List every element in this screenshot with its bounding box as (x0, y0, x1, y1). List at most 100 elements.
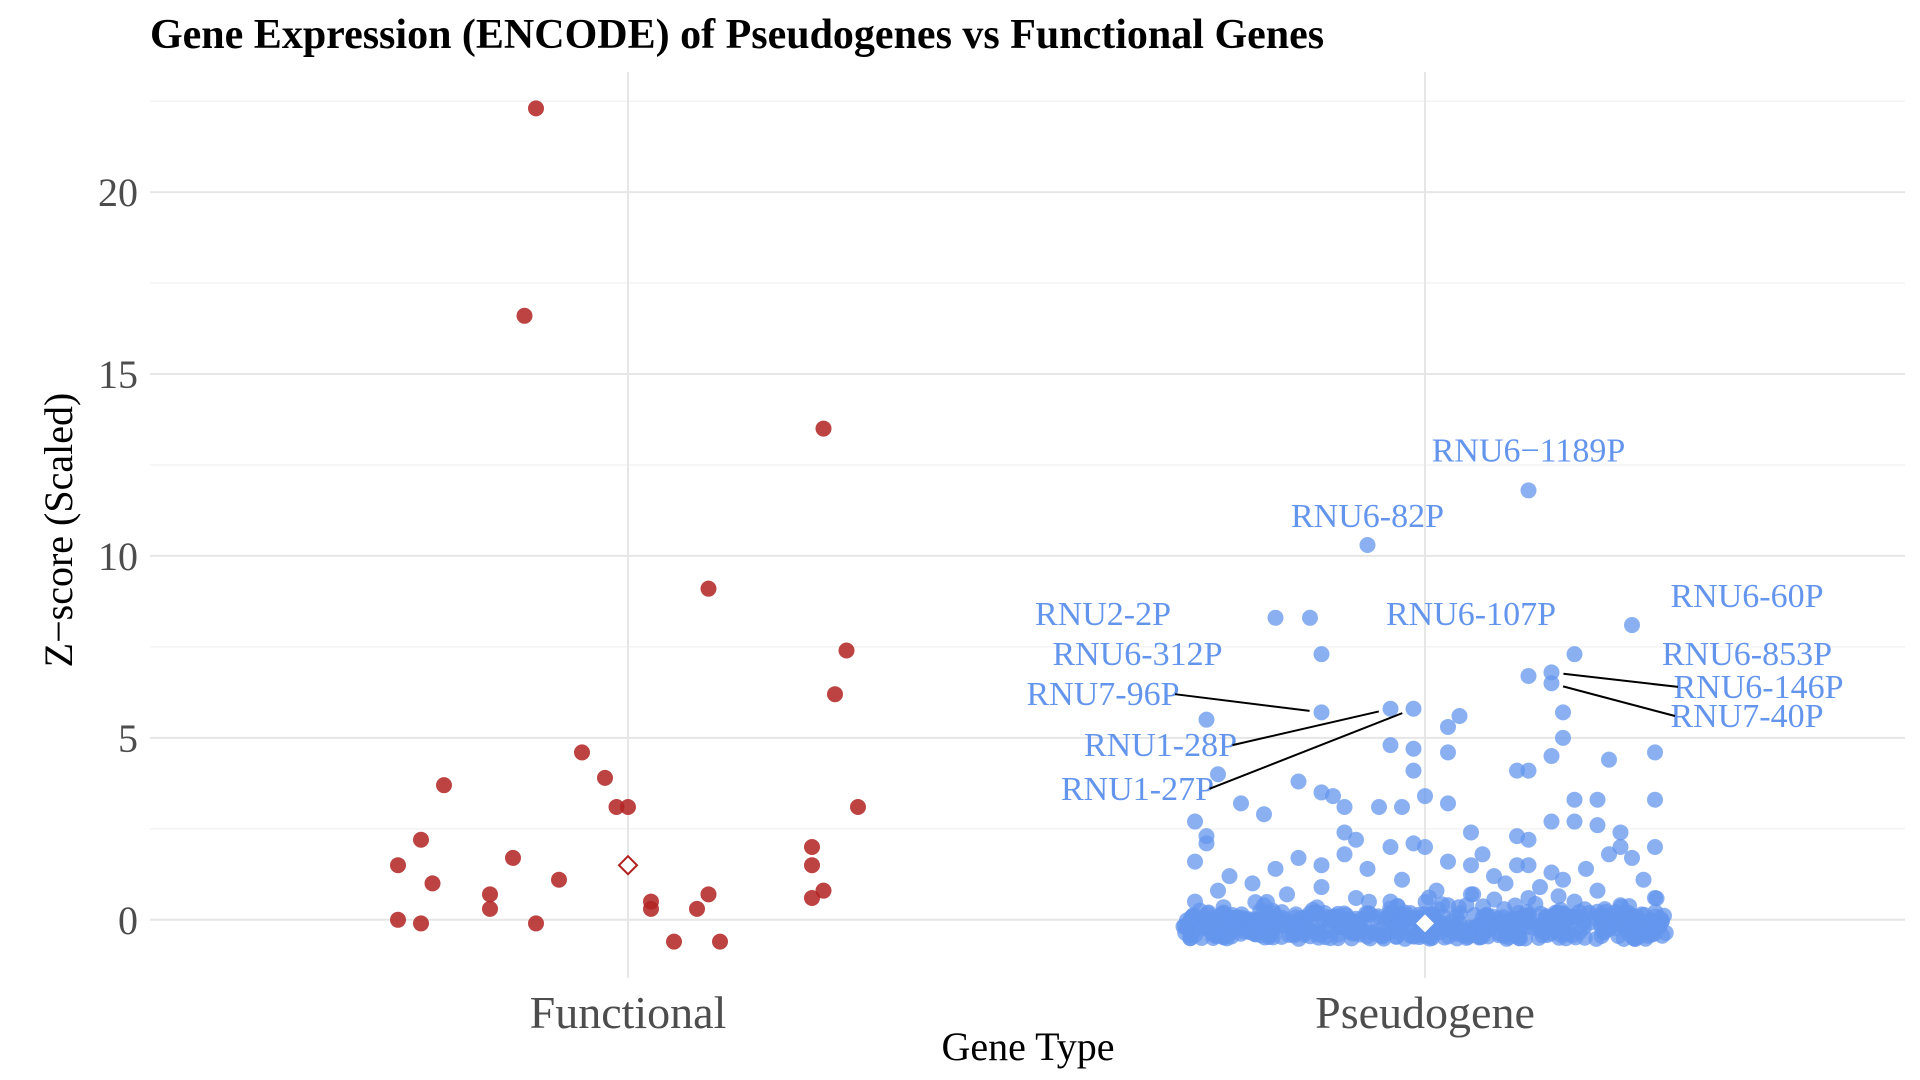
data-point (1373, 927, 1390, 944)
data-point (1313, 646, 1330, 663)
data-point (1555, 871, 1571, 888)
y-tick-label: 0 (118, 898, 138, 943)
data-point (551, 871, 567, 888)
data-point (1371, 798, 1387, 815)
data-point (1336, 798, 1353, 815)
data-point (1463, 824, 1479, 841)
data-point (1212, 912, 1229, 929)
data-point (1275, 911, 1292, 928)
data-point (1601, 846, 1617, 863)
annotation-label: RNU6-107P (1386, 596, 1556, 633)
data-point (1256, 806, 1272, 823)
data-point (1578, 860, 1594, 877)
data-point (1420, 889, 1437, 906)
data-point (1520, 831, 1537, 848)
data-point (1252, 902, 1269, 919)
data-point (1620, 904, 1637, 921)
data-point (804, 889, 820, 906)
data-point (1336, 846, 1353, 863)
data-point (1451, 905, 1468, 922)
data-point (1403, 909, 1420, 926)
data-point (424, 875, 441, 892)
annotation-label: RNU2-2P (1035, 596, 1171, 633)
axis-layer: 0 5 10 15 20 Functional Pseudogene (98, 170, 1535, 1038)
data-point (1336, 824, 1353, 841)
data-point (1449, 930, 1466, 947)
data-point (1313, 879, 1330, 896)
data-point (413, 915, 429, 932)
data-point (1518, 912, 1535, 929)
data-point (1486, 868, 1502, 885)
y-tick-label: 10 (98, 534, 138, 579)
data-point (689, 900, 705, 917)
data-point (1566, 646, 1583, 663)
annotation-label: RNU6-146P (1673, 669, 1843, 706)
data-point (1576, 929, 1593, 946)
data-point (1589, 791, 1606, 808)
data-point (1191, 902, 1208, 919)
data-point (1552, 926, 1569, 943)
data-point (1440, 853, 1456, 870)
data-point (1302, 609, 1318, 626)
data-point (528, 915, 544, 932)
data-point (1210, 766, 1226, 783)
data-point (1390, 912, 1407, 929)
mean-marker (617, 854, 639, 876)
data-point (1382, 839, 1399, 856)
annotation-label: RNU6−1189P (1432, 432, 1626, 469)
data-point (1405, 700, 1422, 717)
annotation-label: RNU6-60P (1670, 578, 1823, 615)
data-point (1440, 718, 1456, 735)
data-point (482, 900, 498, 917)
data-point (1359, 860, 1376, 877)
data-point (1635, 871, 1652, 888)
data-point (1612, 839, 1629, 856)
data-point (1320, 916, 1337, 933)
data-point (1543, 675, 1560, 692)
data-point (516, 307, 533, 324)
data-point (1353, 910, 1370, 927)
data-point (850, 798, 866, 815)
y-axis-title: Z−score (Scaled) (36, 393, 81, 668)
grid-layer (150, 72, 1905, 978)
data-point (413, 831, 429, 848)
data-point (1520, 857, 1537, 874)
data-point (505, 849, 521, 866)
data-point (1382, 700, 1399, 717)
data-point (436, 777, 452, 794)
data-point (1566, 813, 1583, 830)
data-point (608, 798, 625, 815)
data-point (1520, 482, 1537, 499)
data-point (482, 886, 498, 903)
chart-title: Gene Expression (ENCODE) of Pseudogenes … (150, 12, 1324, 58)
data-point (1279, 886, 1295, 903)
data-point (1302, 905, 1319, 922)
data-point (1601, 751, 1617, 768)
data-point (700, 580, 717, 597)
data-point (390, 911, 406, 928)
data-point (1198, 835, 1215, 852)
data-point (597, 769, 613, 786)
data-point (1210, 882, 1226, 899)
data-point (1556, 907, 1573, 924)
data-point (1290, 849, 1307, 866)
data-point (1313, 857, 1330, 874)
data-point (1187, 853, 1203, 870)
mean-marker (1416, 914, 1434, 933)
data-point (1417, 839, 1433, 856)
data-point (1509, 762, 1525, 779)
data-point (1505, 925, 1522, 942)
data-point (1543, 748, 1560, 765)
data-point (1234, 909, 1251, 926)
data-point (1465, 886, 1482, 903)
data-point (666, 933, 682, 950)
data-point (1624, 617, 1640, 634)
data-point (1434, 896, 1451, 913)
data-point (574, 744, 590, 761)
data-point (1294, 919, 1311, 936)
data-point (815, 882, 832, 899)
annotation-leader-line (1209, 712, 1403, 790)
data-point (1348, 831, 1364, 848)
x-tick-label: Pseudogene (1315, 987, 1535, 1038)
